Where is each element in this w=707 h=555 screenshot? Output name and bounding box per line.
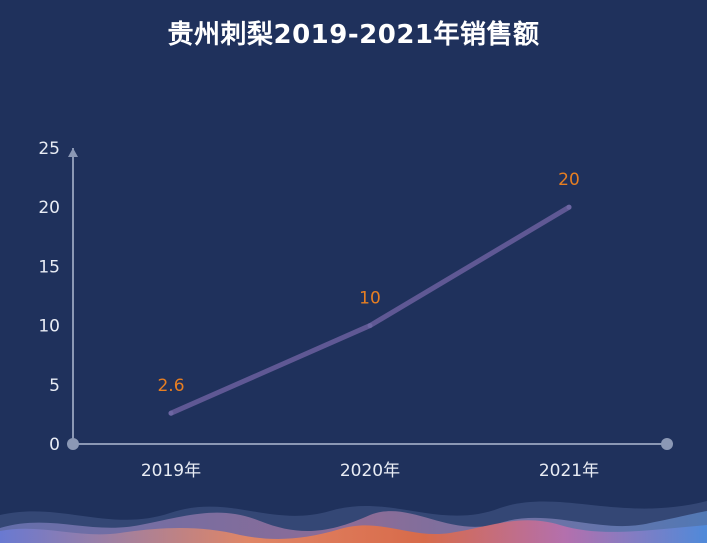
x-tick-label: 2021年 [539, 461, 599, 481]
y-axis-arrow [68, 148, 78, 157]
series-line [168, 204, 572, 416]
data-label: 20 [558, 170, 580, 190]
y-tick-labels: 0 5 10 15 20 25 [38, 139, 60, 455]
data-label: 2.6 [157, 376, 184, 396]
data-point [168, 410, 174, 416]
chart-frame: 贵州刺梨2019-2021年销售额 0 5 10 15 20 25 2019年 2020年 2… [0, 0, 707, 543]
data-point [367, 323, 373, 329]
x-tick-label: 2020年 [340, 461, 400, 481]
y-tick-label: 15 [38, 257, 60, 277]
x-tick-labels: 2019年 2020年 2021年 [141, 461, 599, 481]
x-axis-start-dot [67, 438, 79, 450]
line-chart: 0 5 10 15 20 25 2019年 2020年 2021年 2.6 10 20 [38, 139, 673, 481]
data-point [566, 204, 572, 210]
y-tick-label: 5 [49, 376, 60, 396]
data-label: 10 [359, 289, 381, 309]
x-axis-end-dot [661, 438, 673, 450]
series-layer [168, 204, 572, 416]
y-tick-label: 0 [49, 435, 60, 455]
y-tick-label: 10 [38, 317, 60, 337]
x-tick-label: 2019年 [141, 461, 201, 481]
chart-title: 贵州刺梨2019-2021年销售额 [167, 20, 540, 50]
decorative-waves [0, 501, 707, 543]
axes [67, 148, 673, 450]
data-labels: 2.6 10 20 [157, 170, 579, 396]
y-tick-label: 25 [38, 139, 60, 159]
y-tick-label: 20 [38, 198, 60, 218]
